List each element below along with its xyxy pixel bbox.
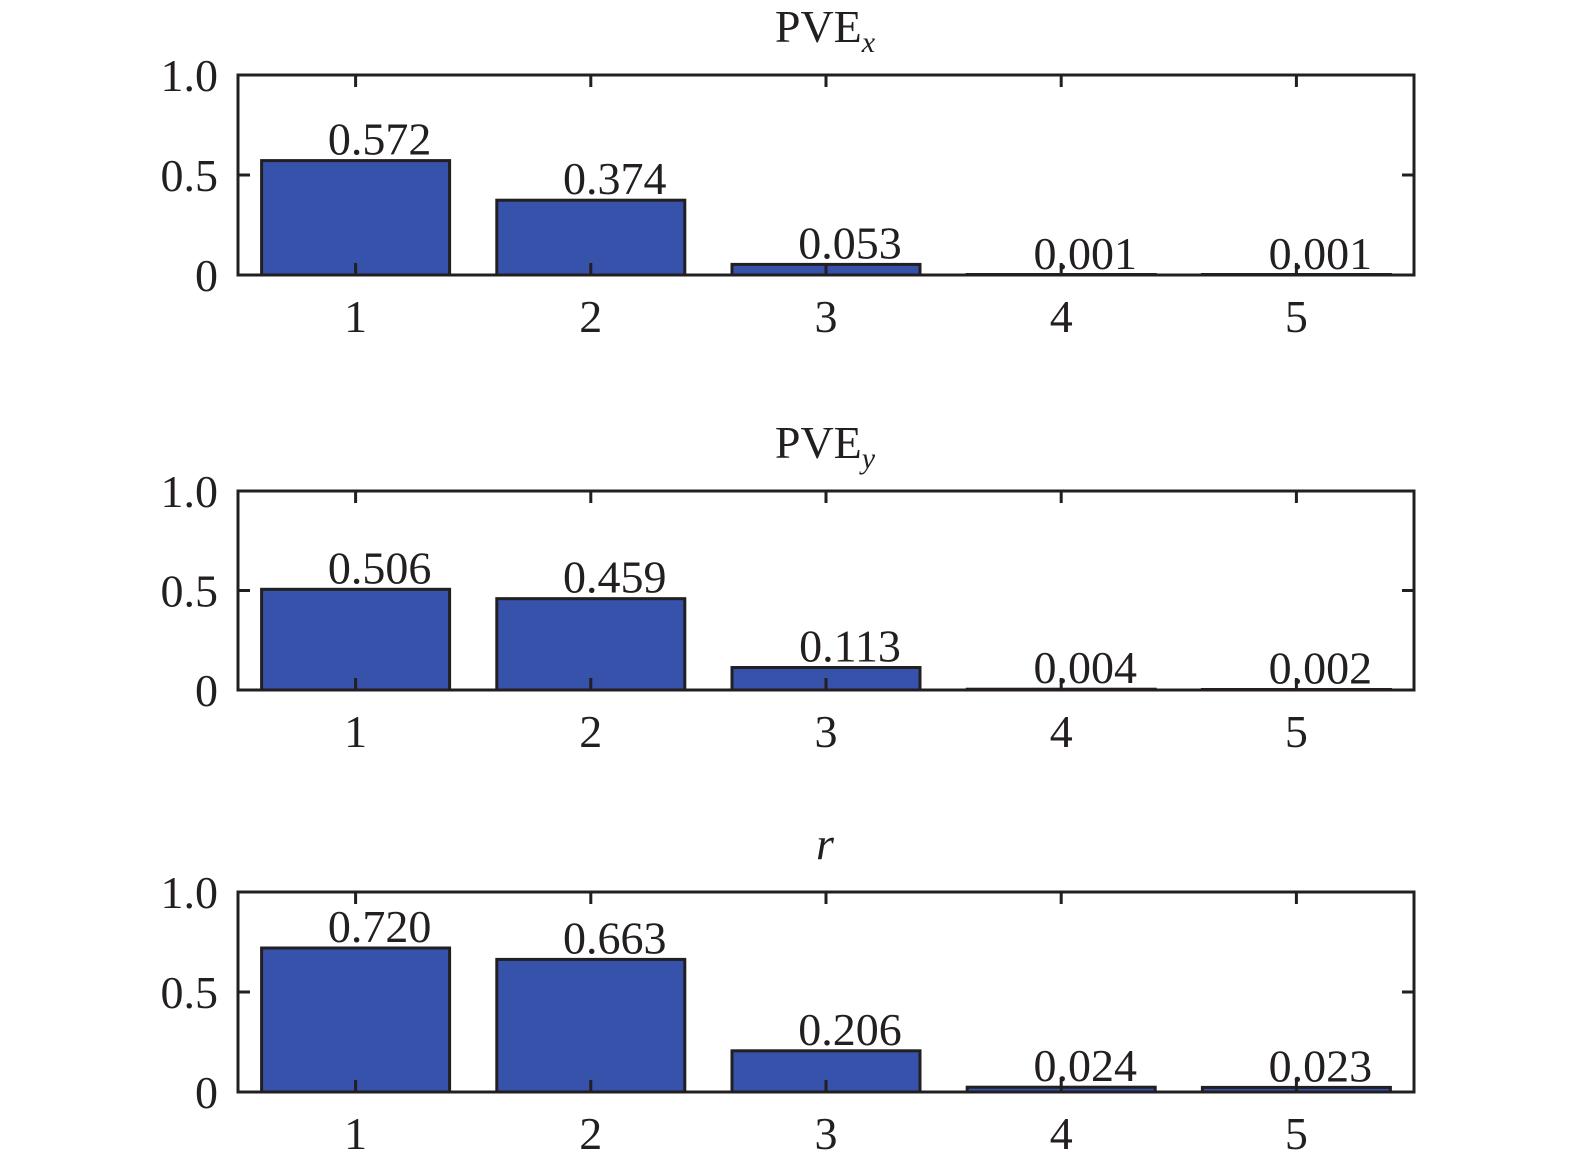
y-tick-label: 1.0 (161, 50, 219, 101)
x-tick-label: 4 (1050, 1108, 1073, 1159)
x-tick-label: 5 (1285, 1108, 1308, 1159)
bar-1 (260, 946, 452, 1094)
bar-2 (495, 198, 687, 277)
x-tick-label: 2 (579, 1108, 602, 1159)
y-tick-label: 0.5 (161, 967, 219, 1018)
chart-title-main: PVE (775, 1, 862, 52)
data-label: 0.206 (798, 1004, 902, 1055)
data-label: 0.053 (798, 217, 902, 268)
bar-1 (260, 587, 452, 692)
y-tick-label: 1.0 (161, 466, 219, 517)
chart-title-subscript: y (859, 442, 876, 475)
data-label: 0.001 (1269, 228, 1373, 279)
data-label: 0.374 (563, 153, 667, 204)
data-label: 0.024 (1033, 1040, 1137, 1091)
x-tick-label: 5 (1285, 706, 1308, 757)
x-tick-label: 2 (579, 291, 602, 342)
y-tick-label: 0.5 (161, 566, 219, 617)
bar-2 (495, 597, 687, 692)
data-label: 0.459 (563, 552, 667, 603)
y-tick-label: 0 (195, 665, 218, 716)
chart-title: r (816, 818, 835, 869)
bar-1 (260, 159, 452, 277)
chart-panel-1: PVEx 1 2 3 4 5 0 0.5 1.0 0.572 0.374 0.053 0.001 0.00… (161, 1, 1416, 342)
data-label: 0.002 (1269, 643, 1373, 694)
bar-2 (495, 957, 687, 1094)
x-tick-label: 3 (815, 706, 838, 757)
chart-title-main: PVE (775, 417, 862, 468)
x-tick-label: 1 (344, 1108, 367, 1159)
data-label: 0.023 (1269, 1040, 1373, 1091)
x-tick-label: 2 (579, 706, 602, 757)
chart-panel-3: r 1 2 3 4 5 0 0.5 1.0 0.720 0.663 0.206 0.024 0.023 (161, 818, 1416, 1159)
y-tick-label: 0.5 (161, 150, 219, 201)
data-label: 0.004 (1033, 642, 1137, 693)
data-label: 0.572 (328, 114, 432, 165)
data-label: 0.113 (799, 621, 901, 672)
chart-title-main: r (816, 818, 835, 869)
chart-panel-2: PVEy 1 2 3 4 5 0 0.5 1.0 0.506 0.459 0.113 0.004 0.00… (161, 417, 1416, 757)
x-tick-label: 3 (815, 1108, 838, 1159)
y-tick-label: 1.0 (161, 867, 219, 918)
chart-title-subscript: x (861, 26, 876, 59)
y-tick-label: 0 (195, 1067, 218, 1118)
x-tick-label: 4 (1050, 706, 1073, 757)
data-label: 0.663 (563, 912, 667, 963)
x-tick-label: 1 (344, 291, 367, 342)
y-tick-label: 0 (195, 250, 218, 301)
data-label: 0.001 (1033, 228, 1137, 279)
x-tick-label: 4 (1050, 291, 1073, 342)
x-tick-label: 5 (1285, 291, 1308, 342)
data-label: 0.720 (328, 901, 432, 952)
data-label: 0.506 (328, 542, 432, 593)
chart-title: PVEx (775, 1, 876, 59)
x-tick-label: 3 (815, 291, 838, 342)
x-tick-label: 1 (344, 706, 367, 757)
chart-title: PVEy (775, 417, 876, 475)
